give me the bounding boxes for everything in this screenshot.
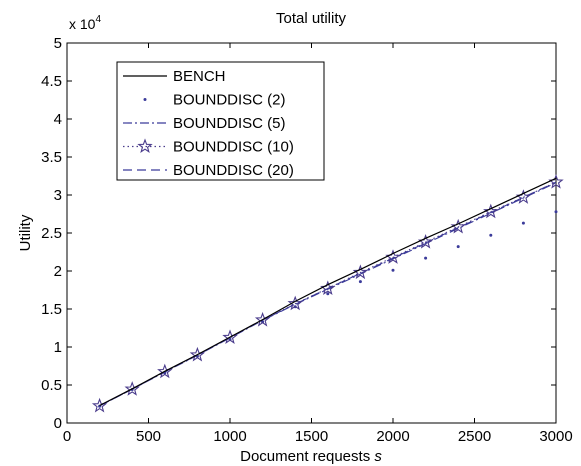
legend-marker-sample <box>143 98 147 101</box>
x-tick-label: 500 <box>136 428 161 445</box>
x-tick-label: 0 <box>63 428 71 445</box>
y-multiplier: x 104 <box>69 14 101 32</box>
y-tick-label: 2.5 <box>41 225 62 242</box>
legend-label: BOUNDDISC (2) <box>173 92 286 109</box>
y-tick-label: 3 <box>54 187 62 204</box>
data-point <box>489 233 493 237</box>
legend-marker-sample <box>137 138 153 154</box>
y-tick-label: 0 <box>54 415 62 432</box>
legend-label: BOUNDDISC (5) <box>173 115 286 132</box>
y-multiplier-base: x 10 <box>69 16 96 32</box>
series-line <box>99 177 557 407</box>
x-tick-label: 3000 <box>539 428 572 445</box>
x-axis-label-symbol: s <box>374 448 382 465</box>
data-point <box>91 397 108 413</box>
data-point <box>326 292 330 296</box>
x-axis-label-text: Document requests <box>240 448 370 465</box>
data-point <box>157 363 173 379</box>
series-0 <box>99 177 557 407</box>
x-tick-label: 1000 <box>213 428 246 445</box>
axis-ticks: 0 500 1000 1500 2000 2500 3000 0 0.5 1 1.5 2 2.5 3 3.5… <box>41 35 573 445</box>
y-tick-label: 3.5 <box>41 149 62 166</box>
series-layer <box>91 173 564 413</box>
legend-item: BOUNDDISC (2) <box>143 92 286 109</box>
y-tick-label: 4.5 <box>41 73 62 90</box>
legend-label: BOUNDDISC (20) <box>173 162 294 179</box>
legend-item: BOUNDDISC (10) <box>123 138 294 156</box>
data-point <box>450 218 466 234</box>
data-point <box>554 210 558 214</box>
y-tick-label: 5 <box>54 35 62 52</box>
data-point <box>222 329 238 345</box>
data-point <box>456 245 460 249</box>
y-tick-label: 4 <box>54 111 62 128</box>
y-tick-label: 2 <box>54 263 62 280</box>
data-point <box>189 346 206 362</box>
legend-label: BENCH <box>173 68 226 85</box>
data-point <box>254 311 271 327</box>
data-point <box>358 280 362 284</box>
y-tick-label: 1 <box>54 339 62 356</box>
legend-item: BENCH <box>123 68 226 85</box>
data-point <box>124 381 140 396</box>
data-point <box>287 295 303 311</box>
data-point <box>391 268 395 272</box>
x-tick-label: 2000 <box>376 428 409 445</box>
y-tick-label: 0.5 <box>41 377 62 394</box>
chart-title: Total utility <box>276 10 347 27</box>
legend-label: BOUNDDISC (10) <box>173 139 294 156</box>
legend-item: BOUNDDISC (5) <box>123 115 286 132</box>
data-point <box>424 256 428 260</box>
data-point <box>483 203 499 219</box>
legend: BENCH BOUNDDISC (2) BOUNDDISC (5) BOUNDDISC… <box>116 61 325 181</box>
y-tick-label: 1.5 <box>41 301 62 318</box>
data-point <box>521 221 525 225</box>
x-tick-label: 1500 <box>295 428 328 445</box>
y-axis-label: Utility <box>17 214 34 251</box>
x-tick-label: 2500 <box>458 428 491 445</box>
legend-item: BOUNDDISC (20) <box>123 162 294 179</box>
data-point <box>352 264 369 280</box>
y-multiplier-exponent: 4 <box>95 14 101 25</box>
legend-box <box>116 61 325 181</box>
x-axis-label: Document requests s <box>240 448 382 465</box>
